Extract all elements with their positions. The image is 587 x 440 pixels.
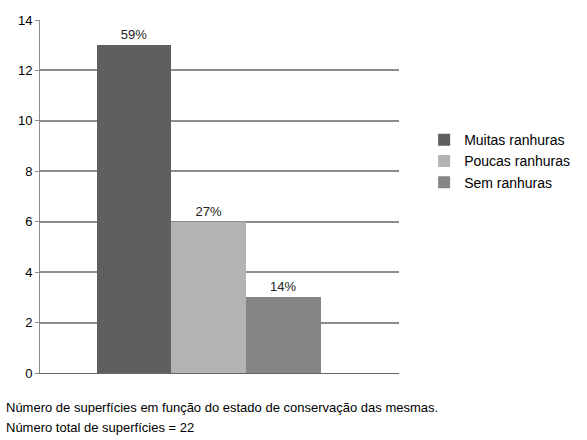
svg-text:0: 0 (25, 366, 32, 381)
svg-text:Número de superfícies em funçã: Número de superfícies em função do estad… (6, 400, 438, 415)
svg-text:2: 2 (25, 315, 32, 330)
svg-text:Poucas ranhuras: Poucas ranhuras (464, 153, 570, 169)
svg-text:59%: 59% (121, 27, 147, 42)
svg-text:14: 14 (18, 13, 32, 28)
svg-text:8: 8 (25, 164, 32, 179)
svg-text:10: 10 (18, 113, 32, 128)
svg-text:4: 4 (25, 265, 32, 280)
svg-text:12: 12 (18, 63, 32, 78)
svg-text:Sem ranhuras: Sem ranhuras (464, 175, 552, 191)
svg-text:Número total de superfícies =: Número total de superfícies = 22 (6, 420, 194, 435)
svg-text:6: 6 (25, 214, 32, 229)
svg-text:27%: 27% (195, 204, 221, 219)
svg-text:14%: 14% (270, 279, 296, 294)
svg-text:Muitas ranhuras: Muitas ranhuras (464, 132, 564, 148)
